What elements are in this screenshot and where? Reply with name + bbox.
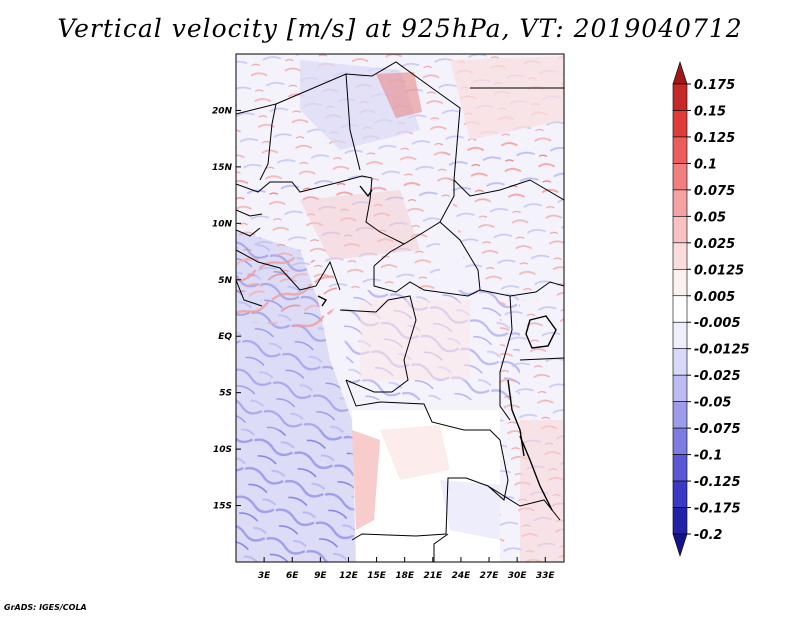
x-tick-label: 33E <box>536 571 556 581</box>
colorbar-segment <box>672 480 688 508</box>
colorbar-label: 0.0125 <box>694 263 744 278</box>
y-tick-label: 5N <box>218 276 232 286</box>
lake-outlines <box>317 185 557 511</box>
colorbar-label: -0.125 <box>694 475 741 490</box>
colorbar-label: 0.125 <box>694 131 735 146</box>
credit-label: GrADS: IGES/COLA <box>4 603 87 612</box>
y-tick-label: 10N <box>212 219 233 229</box>
y-tick-label: 15N <box>212 163 233 173</box>
colorbar-label: 0.075 <box>694 184 735 199</box>
y-axis-ticks: 20N 15N 10N 5N EQ 5S 10S 15S <box>212 106 241 512</box>
country-borders <box>236 61 564 562</box>
velocity-field <box>236 54 564 562</box>
colorbar-segment <box>672 295 688 323</box>
colorbar-label: 0.05 <box>694 210 726 225</box>
colorbar-segment <box>672 374 688 402</box>
colorbar-label: -0.175 <box>694 502 741 517</box>
x-tick-label: 6E <box>286 571 299 581</box>
x-tick-label: 3E <box>258 571 271 581</box>
colorbar-segment <box>672 427 688 455</box>
y-tick-label: 15S <box>213 502 232 512</box>
colorbar-segment <box>672 61 688 85</box>
chart-title: Vertical velocity [m/s] at 925hPa, VT: 2… <box>57 14 743 43</box>
colorbar-label: 0.025 <box>694 237 735 252</box>
colorbar-label: -0.2 <box>694 528 722 543</box>
colorbar-segment <box>672 268 688 297</box>
x-tick-label: 12E <box>339 571 359 581</box>
colorbar-segment <box>672 110 688 138</box>
colorbar-segment <box>672 83 688 111</box>
colorbar-segment <box>672 507 688 535</box>
colorbar-segment <box>672 242 688 270</box>
colorbar-segment <box>672 163 688 191</box>
colorbar-segment <box>672 401 688 429</box>
map-frame <box>235 53 565 563</box>
colorbar-label: -0.025 <box>694 369 741 384</box>
x-tick-label: 30E <box>508 571 528 581</box>
x-tick-label: 15E <box>367 571 387 581</box>
colorbar-segment <box>672 136 688 164</box>
y-tick-label: 5S <box>219 389 232 399</box>
colorbar-label: -0.1 <box>694 449 722 464</box>
colorbar-segment <box>672 216 688 244</box>
colorbar-label: 0.175 <box>694 78 735 93</box>
x-tick-label: 27E <box>480 571 500 581</box>
x-axis-ticks: 3E 6E 9E 12E 15E 18E 21E 24E 27E 30E 33E <box>258 557 556 581</box>
colorbar-segment <box>672 348 688 376</box>
colorbar-segment <box>672 189 688 217</box>
x-tick-label: 9E <box>314 571 327 581</box>
colorbar-label: 0.005 <box>694 290 735 305</box>
colorbar-label: 0.1 <box>694 157 717 172</box>
colorbar: 0.175 0.15 0.125 0.1 0.075 0.05 0.025 0.0125 0.0… <box>672 61 750 557</box>
x-tick-label: 24E <box>452 571 472 581</box>
colorbar-segment <box>672 321 688 350</box>
y-tick-label: EQ <box>218 332 232 342</box>
colorbar-label: -0.075 <box>694 422 741 437</box>
colorbar-label: 0.15 <box>694 104 726 119</box>
colorbar-label: -0.0125 <box>694 343 750 358</box>
colorbar-label: -0.05 <box>694 396 731 411</box>
y-tick-label: 10S <box>213 445 232 455</box>
colorbar-segment <box>672 454 688 482</box>
y-tick-label: 20N <box>212 106 233 116</box>
x-tick-label: 18E <box>395 571 415 581</box>
colorbar-label: -0.005 <box>694 316 741 331</box>
x-tick-label: 21E <box>423 571 443 581</box>
colorbar-segment <box>672 533 688 557</box>
